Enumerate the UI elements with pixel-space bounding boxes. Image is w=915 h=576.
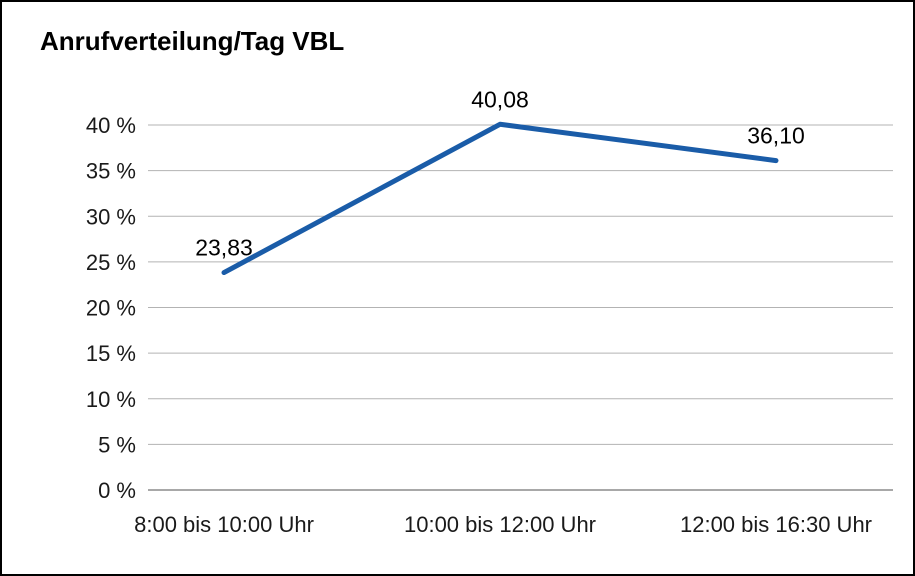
y-tick-label: 0 % [98,478,136,503]
data-label: 36,10 [747,123,805,149]
y-tick-label: 35 % [86,159,136,184]
y-tick-label: 10 % [86,387,136,412]
x-category-label: 8:00 bis 10:00 Uhr [134,512,314,537]
y-tick-label: 40 % [86,113,136,138]
data-label: 23,83 [195,235,253,261]
x-category-label: 10:00 bis 12:00 Uhr [404,512,596,537]
y-tick-label: 30 % [86,204,136,229]
x-category-label: 12:00 bis 16:30 Uhr [680,512,872,537]
chart-title: Anrufverteilung/Tag VBL [40,26,345,56]
y-tick-label: 15 % [86,341,136,366]
y-tick-label: 20 % [86,296,136,321]
y-tick-label: 25 % [86,250,136,275]
series-line [221,121,779,276]
data-label: 40,08 [471,86,529,112]
y-tick-label: 5 % [98,432,136,457]
